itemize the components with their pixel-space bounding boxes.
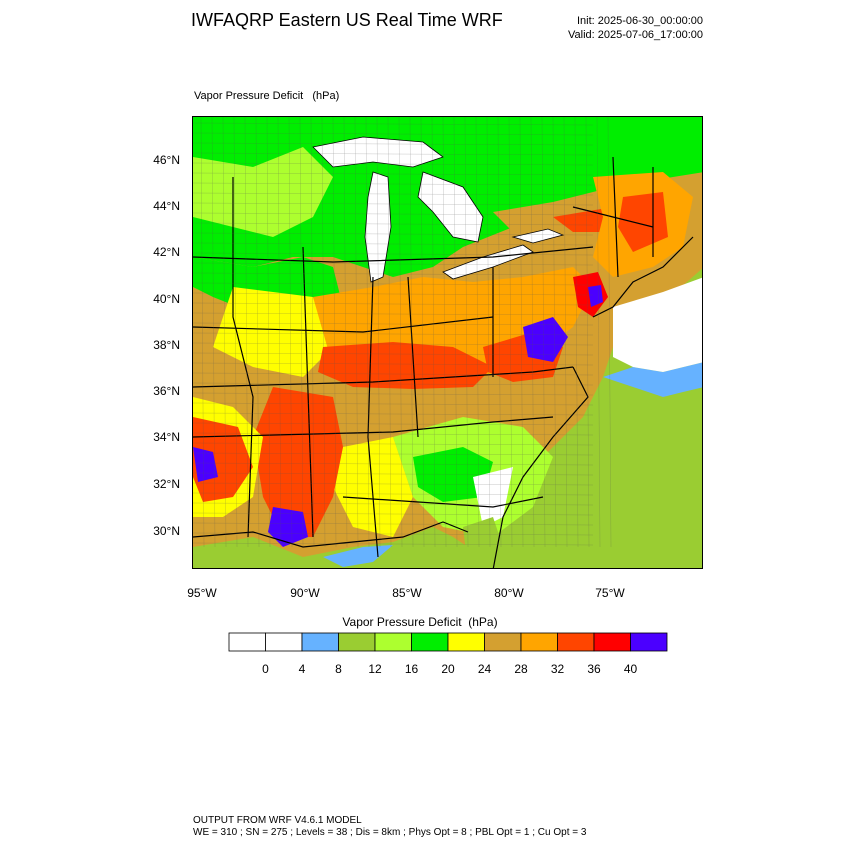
colorbar-swatch: [630, 632, 668, 652]
colorbar-swatch: [557, 632, 595, 652]
coastal-water-blue: [603, 362, 702, 397]
colorbar-swatch: [520, 632, 558, 652]
colorbar-tick-label: 36: [587, 662, 601, 676]
colorbar-tick-label: 0: [262, 662, 269, 676]
ne-coastline: [592, 236, 694, 318]
lat-label-40n: 40°N: [153, 292, 180, 306]
colorbar-swatch: [484, 632, 522, 652]
lat-label-30n: 30°N: [153, 524, 180, 538]
chart-title: IWFAQRP Eastern US Real Time WRF: [191, 10, 503, 30]
lat-label-36n: 36°N: [153, 384, 180, 398]
colorbar-tick-label: 8: [335, 662, 342, 676]
new-england-red: [618, 192, 668, 252]
lat-label-42n: 42°N: [153, 245, 180, 259]
lon-label-80w: 80°W: [494, 586, 524, 600]
colorbar-tick-label: 12: [368, 662, 382, 676]
colorbar-tick-label: 20: [441, 662, 455, 676]
colorbar-swatch: [338, 632, 376, 652]
nj-max: [588, 285, 603, 307]
field-title: Vapor Pressure Deficit (hPa): [194, 90, 340, 102]
lake-superior: [312, 136, 444, 168]
footer-config-line: WE = 310 ; SN = 275 ; Levels = 38 ; Dis …: [193, 827, 587, 838]
colorbar-tick-label: 24: [477, 662, 492, 676]
lon-label-85w: 85°W: [392, 586, 422, 600]
virginia-max: [523, 317, 568, 362]
colorbar-tick-label: 16: [404, 662, 419, 676]
lon-label-95w: 95°W: [187, 586, 217, 600]
gulf-coastline: [193, 521, 469, 548]
louisiana-max: [268, 507, 308, 547]
midwest-yellow: [213, 287, 333, 377]
ocean-white-area: [613, 277, 702, 372]
lat-label-32n: 32°N: [153, 477, 180, 491]
lon-label-75w: 75°W: [595, 586, 625, 600]
init-time: Init: 2025-06-30_00:00:00: [577, 15, 703, 27]
lat-label-46n: 46°N: [153, 153, 180, 167]
lat-label-38n: 38°N: [153, 338, 180, 352]
carolina-white: [473, 467, 513, 527]
colorbar-swatch: [447, 632, 485, 652]
colorbar-swatch: [301, 632, 339, 652]
colorbar-swatch: [374, 632, 412, 652]
upper-midwest-light: [193, 147, 333, 237]
colorbar-tick-label: 4: [298, 662, 306, 676]
gulf-of-mexico: [193, 527, 483, 568]
county-lines: [193, 117, 612, 548]
model-footer: OUTPUT FROM WRF V4.6.1 MODEL WE = 310 ; …: [193, 815, 586, 839]
colorbar-tick-label: 28: [514, 662, 528, 676]
colorbar-tick-label: 32: [550, 662, 565, 676]
alabama-yellow: [333, 437, 413, 537]
colorbar-title: Vapor Pressure Deficit (hPa): [342, 615, 498, 629]
arkansas-red: [193, 417, 253, 502]
colorbar-tick-label: 40: [623, 662, 638, 676]
colorbar-swatch: [411, 632, 449, 652]
colorbar-swatch: [265, 632, 303, 652]
lat-label-44n: 44°N: [153, 199, 180, 213]
georgia-green: [413, 447, 493, 502]
valid-time: Valid: 2025-07-06_17:00:00: [568, 29, 703, 41]
atlantic-coastline: [492, 366, 589, 568]
run-times: Init: 2025-06-30_00:00:00 Valid: 2025-07…: [520, 14, 703, 42]
mississippi-red: [253, 387, 343, 537]
map-panel: [192, 116, 703, 569]
florida-land: [463, 517, 503, 568]
footer-model-line: OUTPUT FROM WRF V4.6.1 MODEL: [193, 815, 362, 826]
vpd-map: [193, 117, 702, 568]
lat-label-34n: 34°N: [153, 430, 180, 444]
colorbar-swatch: [593, 632, 631, 652]
colorbar: [228, 632, 668, 652]
gulf-blue: [323, 545, 393, 567]
lon-label-90w: 90°W: [290, 586, 320, 600]
colorbar-swatch: [228, 632, 266, 652]
texas-max: [193, 447, 218, 482]
